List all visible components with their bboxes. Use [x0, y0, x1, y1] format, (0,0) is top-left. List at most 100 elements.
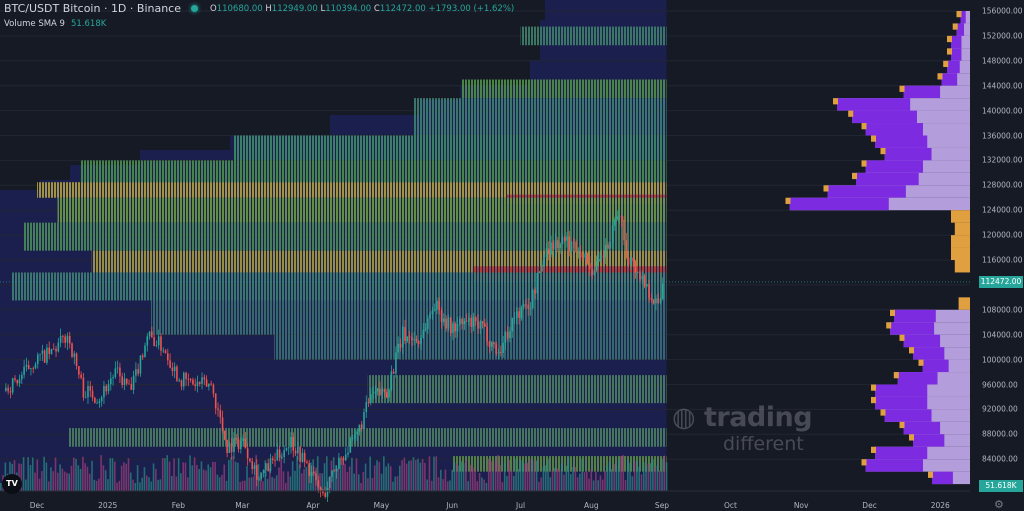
volume-bar [82, 456, 84, 491]
profile-bar-orange-edge [852, 172, 857, 180]
profile-bar-dark [897, 372, 938, 385]
candle-body [506, 332, 509, 339]
watermark-logo-sub: different [723, 433, 804, 455]
candle-body [566, 236, 568, 241]
candle-body [34, 363, 37, 369]
volume-bar [198, 469, 200, 491]
profile-bar-dark [865, 123, 923, 136]
price-tick-label: 84000.00 [982, 454, 1018, 464]
volume-bar [225, 480, 228, 491]
time-tick-label: 2025 [98, 501, 118, 510]
volume-bar [209, 467, 212, 491]
volume-bar [314, 470, 317, 491]
candle-body [354, 434, 356, 439]
volume-bar [118, 480, 121, 491]
volume-bar [460, 461, 463, 491]
candle-body [84, 397, 87, 399]
volume-bar [31, 457, 34, 491]
candle-body [452, 323, 454, 333]
volume-bar [291, 461, 294, 491]
volume-bar [323, 463, 326, 491]
candle-body [659, 298, 662, 303]
candle-body [146, 336, 149, 346]
heatmap-band [68, 428, 667, 447]
volume-bar [524, 463, 526, 491]
candle-body [125, 378, 128, 384]
volume-bar [357, 474, 360, 491]
candle-body [474, 317, 477, 322]
candle-body [294, 450, 297, 454]
settings-gear-icon[interactable]: ⚙ [994, 498, 1004, 511]
volume-bar [200, 461, 203, 491]
candle-body [153, 337, 155, 346]
indicator-legend[interactable]: Volume SMA 9 51.618K [4, 19, 514, 29]
volume-bar [230, 457, 232, 491]
symbol-title[interactable]: BTC/USDT Bitcoin · 1D · Binance [4, 2, 181, 15]
volume-bar [248, 477, 251, 491]
profile-bar-orange-edge [909, 347, 914, 354]
candle-body [255, 465, 258, 480]
candle-body [598, 258, 600, 262]
volume-bar [63, 471, 66, 491]
volume-bar [576, 477, 579, 491]
volume-bar [184, 462, 187, 491]
volume-bar [437, 477, 440, 491]
candle-body [591, 268, 593, 275]
time-tick-label: Aug [583, 501, 599, 510]
profile-bar-dark [884, 409, 932, 422]
candle-body [112, 377, 114, 379]
candle-body [609, 242, 612, 249]
volume-bar [401, 460, 403, 491]
volume-bar [444, 469, 447, 491]
watermark-logo: ◍ trading [672, 402, 813, 433]
tradingview-logo[interactable]: TV [2, 474, 22, 494]
volume-bar [499, 465, 501, 491]
candle-body [577, 252, 580, 253]
volume-bar [43, 456, 45, 491]
volume-bar [414, 459, 417, 491]
profile-bar-dark [865, 459, 923, 472]
volume-bar [430, 480, 433, 491]
candle-body [525, 304, 527, 305]
volume-bar [344, 463, 346, 491]
price-axis[interactable]: 156000.00 152000.00 148000.00 144000.00 1400… [970, 0, 1024, 511]
time-tick-label: Nov [793, 501, 809, 510]
volume-bar [544, 465, 547, 491]
candle-body [96, 402, 98, 404]
price-tick-label: 92000.00 [982, 404, 1018, 414]
volume-bar [638, 466, 640, 491]
candle-body [310, 471, 313, 477]
volume-bar [554, 467, 556, 491]
candle-body [627, 257, 630, 265]
volume-bar [615, 465, 618, 491]
candle-body [37, 354, 39, 364]
candle-body [547, 248, 550, 255]
volume-bar [364, 463, 367, 491]
volume-bar [175, 476, 178, 491]
volume-bar [424, 462, 426, 491]
volume-bar [426, 479, 428, 491]
candle-body [520, 307, 523, 319]
candle-body [495, 344, 498, 354]
volume-bar [152, 463, 155, 491]
candle-body [497, 352, 500, 354]
profile-bar-dark [875, 135, 928, 148]
volume-bar [399, 465, 401, 491]
profile-bar-dark [941, 73, 958, 86]
candle-body [160, 336, 162, 351]
volume-bar [22, 457, 25, 491]
volume-bar [114, 461, 116, 491]
volume-bar [196, 464, 198, 491]
volume-bar [592, 480, 595, 491]
candle-body [258, 478, 260, 480]
volume-bar [417, 458, 419, 491]
candle-body [251, 461, 254, 470]
candle-body [317, 480, 320, 488]
volume-bar [503, 461, 506, 491]
volume-bar [547, 458, 549, 491]
volume-bar [155, 469, 157, 491]
candle-body [274, 460, 276, 461]
candle-body [276, 449, 279, 461]
volume-bar [588, 478, 590, 491]
